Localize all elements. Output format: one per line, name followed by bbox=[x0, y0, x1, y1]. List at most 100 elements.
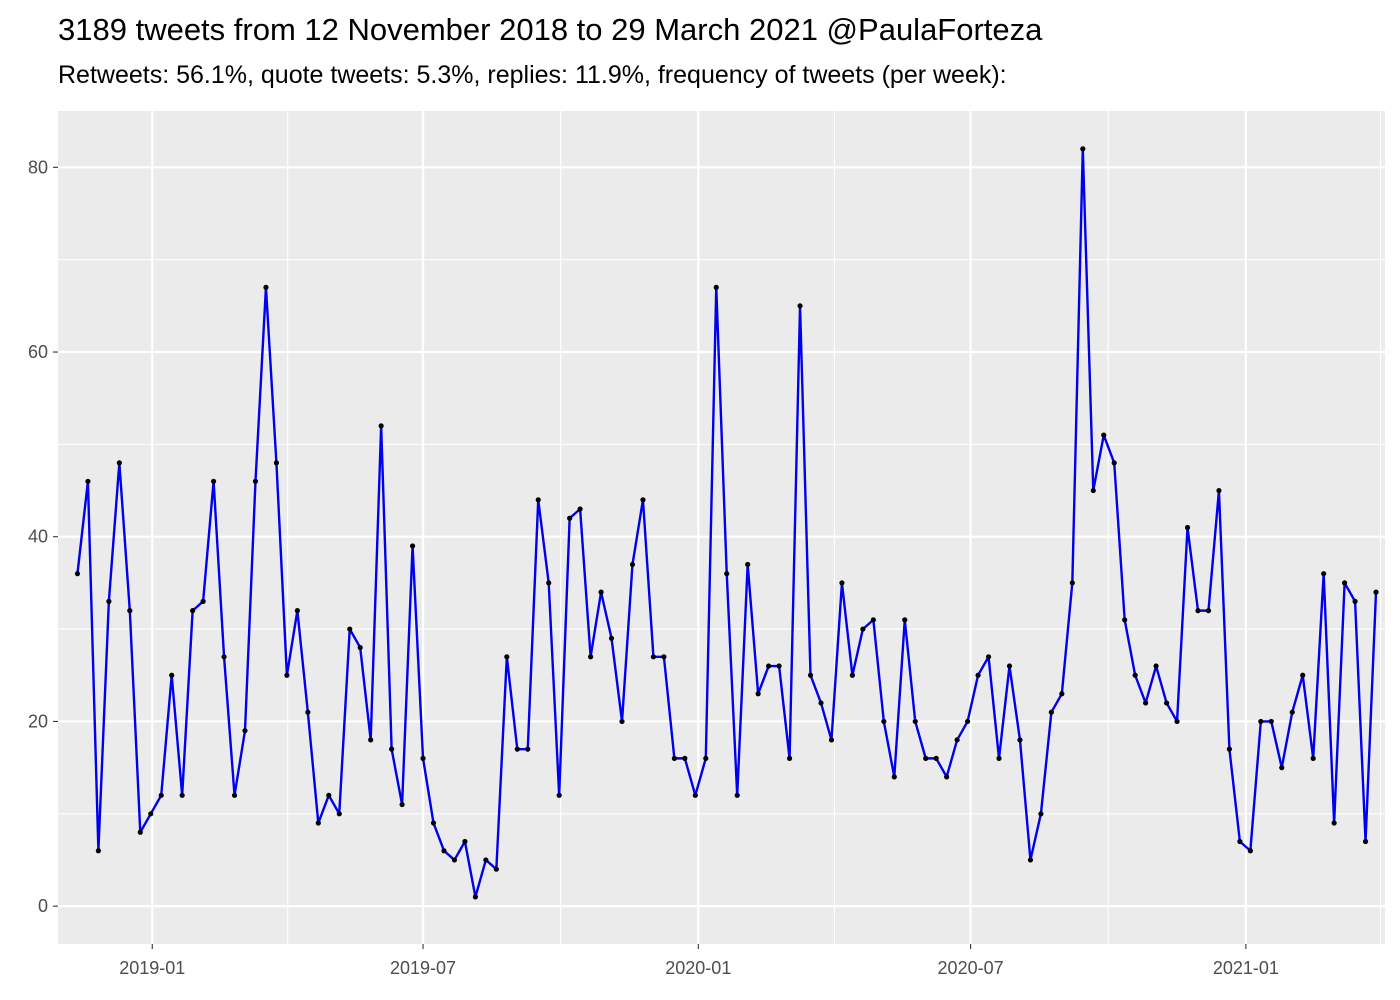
data-point bbox=[1027, 857, 1034, 863]
data-point bbox=[1090, 487, 1096, 494]
data-point bbox=[650, 654, 657, 660]
data-point bbox=[776, 663, 782, 669]
data-point bbox=[1205, 608, 1212, 614]
x-tick-label: 2019-07 bbox=[390, 958, 456, 978]
data-point bbox=[828, 737, 835, 743]
x-tick-label: 2021-01 bbox=[1213, 958, 1279, 978]
data-point bbox=[1143, 700, 1149, 706]
data-point bbox=[294, 608, 300, 614]
data-point bbox=[525, 746, 531, 752]
data-point bbox=[514, 746, 520, 752]
data-point bbox=[546, 580, 552, 586]
data-point bbox=[1122, 617, 1128, 623]
data-point bbox=[629, 561, 636, 568]
data-point bbox=[85, 478, 91, 484]
data-point bbox=[200, 598, 206, 604]
data-point bbox=[786, 755, 793, 761]
data-point bbox=[1132, 672, 1138, 678]
data-point bbox=[891, 774, 897, 780]
data-point bbox=[933, 755, 939, 761]
data-point bbox=[1017, 737, 1023, 743]
data-point bbox=[1048, 709, 1054, 715]
data-point bbox=[347, 626, 353, 632]
data-point bbox=[137, 829, 143, 835]
data-point bbox=[965, 718, 971, 725]
data-point bbox=[462, 838, 468, 845]
data-point bbox=[954, 737, 960, 743]
data-point bbox=[1237, 838, 1243, 845]
data-point bbox=[1174, 718, 1180, 725]
data-point bbox=[734, 792, 740, 798]
x-tick-label: 2019-01 bbox=[119, 958, 185, 978]
data-point bbox=[1268, 718, 1274, 725]
data-point bbox=[389, 746, 395, 752]
data-point bbox=[944, 774, 950, 780]
data-point bbox=[912, 718, 918, 725]
data-point bbox=[420, 755, 426, 761]
data-point bbox=[221, 654, 227, 660]
data-point bbox=[273, 460, 280, 466]
data-point bbox=[661, 654, 667, 660]
y-tick-label: 60 bbox=[28, 342, 48, 362]
data-point bbox=[608, 635, 615, 641]
data-point bbox=[598, 589, 604, 595]
data-point bbox=[1195, 608, 1201, 614]
data-point bbox=[284, 672, 290, 678]
data-point bbox=[430, 820, 437, 826]
data-point bbox=[1342, 580, 1348, 586]
data-point bbox=[1111, 460, 1117, 466]
data-point bbox=[315, 820, 321, 826]
data-point bbox=[305, 709, 311, 715]
data-point bbox=[640, 497, 646, 503]
data-point bbox=[766, 663, 772, 669]
data-point bbox=[535, 497, 541, 503]
data-point bbox=[1080, 146, 1086, 152]
data-point bbox=[849, 672, 856, 678]
data-point bbox=[190, 608, 196, 614]
data-point bbox=[451, 857, 458, 863]
data-point bbox=[148, 811, 154, 817]
data-point bbox=[755, 691, 761, 697]
x-tick-label: 2020-01 bbox=[665, 958, 731, 978]
data-point bbox=[692, 792, 698, 798]
data-point bbox=[1321, 571, 1327, 577]
data-point bbox=[357, 644, 363, 651]
data-point bbox=[326, 792, 332, 798]
data-point bbox=[336, 811, 342, 817]
data-point bbox=[556, 792, 562, 798]
data-point bbox=[1373, 589, 1379, 595]
data-point bbox=[493, 866, 499, 872]
data-point bbox=[745, 561, 751, 568]
data-point bbox=[1153, 663, 1159, 669]
data-point bbox=[1362, 838, 1369, 845]
data-point bbox=[671, 755, 677, 761]
series-layer bbox=[74, 146, 1379, 900]
data-point bbox=[818, 700, 824, 706]
data-point bbox=[1163, 700, 1170, 706]
data-point bbox=[95, 848, 101, 854]
data-point bbox=[263, 284, 269, 290]
data-point bbox=[1101, 432, 1107, 438]
data-point bbox=[1352, 598, 1358, 604]
data-point bbox=[1006, 663, 1013, 669]
data-point bbox=[231, 792, 238, 798]
data-point bbox=[158, 792, 164, 798]
data-point bbox=[567, 515, 573, 521]
data-point bbox=[409, 543, 416, 549]
data-point bbox=[923, 755, 929, 761]
data-point bbox=[472, 894, 478, 900]
data-point bbox=[504, 654, 510, 660]
data-point bbox=[127, 608, 133, 614]
chart-title: 3189 tweets from 12 November 2018 to 29 … bbox=[58, 12, 1043, 47]
data-point bbox=[724, 571, 730, 577]
data-point bbox=[169, 672, 175, 678]
x-tick-label: 2020-07 bbox=[938, 958, 1004, 978]
data-point bbox=[399, 801, 405, 808]
grid-minor bbox=[58, 111, 1385, 944]
data-point bbox=[116, 460, 122, 466]
data-point bbox=[1059, 691, 1065, 697]
data-point bbox=[1069, 580, 1075, 586]
y-tick-label: 20 bbox=[28, 711, 48, 731]
data-point bbox=[1247, 848, 1253, 854]
data-point bbox=[881, 718, 887, 725]
